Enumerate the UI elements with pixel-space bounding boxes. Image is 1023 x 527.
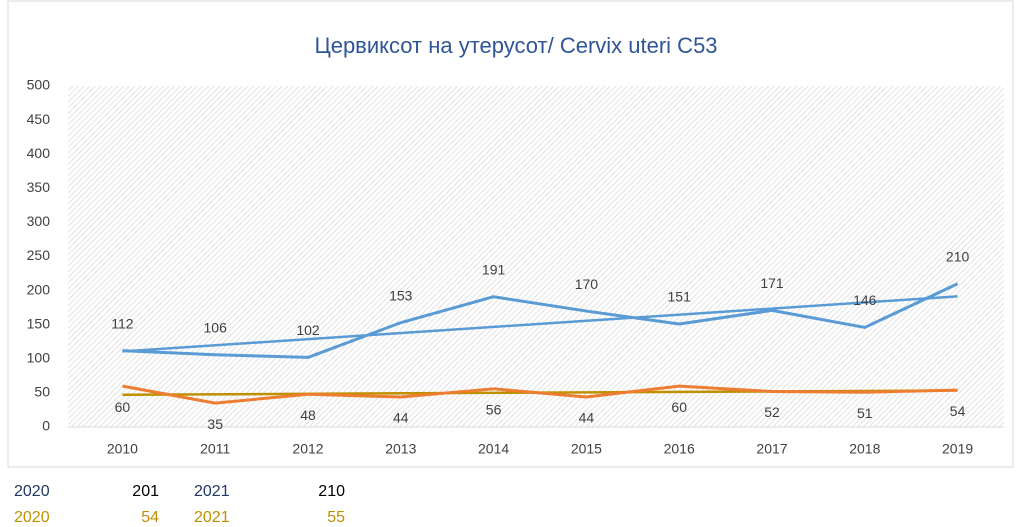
y-tick-label: 0 xyxy=(42,418,50,434)
data-label: 210 xyxy=(946,248,970,264)
data-line xyxy=(122,384,958,405)
data-label: 51 xyxy=(857,405,873,421)
table-cell: 2021 xyxy=(194,483,230,500)
chart-title: Цервиксот на утерусот/ Cervix uteri C53 xyxy=(314,33,717,58)
y-tick-label: 250 xyxy=(27,247,51,263)
x-tick-label: 2017 xyxy=(756,441,787,457)
data-label: 102 xyxy=(296,322,320,338)
data-label: 171 xyxy=(760,275,784,291)
data-label: 112 xyxy=(111,315,134,331)
y-tick-label: 100 xyxy=(27,350,51,366)
x-tick-label: 2018 xyxy=(849,441,880,457)
x-tick-label: 2015 xyxy=(571,441,602,457)
plot-area xyxy=(68,86,1004,427)
y-tick-label: 200 xyxy=(27,281,51,297)
data-label: 52 xyxy=(764,404,780,420)
data-label: 56 xyxy=(486,402,502,418)
data-line xyxy=(122,282,959,359)
table-cell: 201 xyxy=(132,483,159,500)
data-label: 146 xyxy=(853,292,877,308)
x-tick-label: 2013 xyxy=(385,441,416,457)
x-tick-label: 2010 xyxy=(107,441,138,457)
y-tick-label: 150 xyxy=(27,315,51,331)
data-label: 153 xyxy=(389,287,413,303)
y-tick-label: 400 xyxy=(27,145,51,161)
table-cell: 2020 xyxy=(14,483,50,500)
table-cell: 2020 xyxy=(14,509,50,526)
x-tick-label: 2019 xyxy=(942,441,973,457)
x-tick-label: 2016 xyxy=(664,441,695,457)
y-tick-label: 350 xyxy=(27,179,51,195)
table-cell: 54 xyxy=(141,509,159,526)
table-cell: 55 xyxy=(327,509,345,526)
data-label: 48 xyxy=(300,407,316,423)
trendline xyxy=(122,295,958,353)
data-label: 170 xyxy=(575,276,599,292)
data-label: 106 xyxy=(204,319,228,335)
data-label: 44 xyxy=(393,410,409,426)
y-tick-label: 450 xyxy=(27,111,51,127)
data-label: 54 xyxy=(950,403,966,419)
data-label: 44 xyxy=(579,410,595,426)
x-tick-label: 2011 xyxy=(200,441,230,457)
data-label: 151 xyxy=(668,289,692,305)
y-tick-label: 300 xyxy=(27,213,51,229)
x-tick-label: 2014 xyxy=(478,441,509,457)
y-tick-label: 50 xyxy=(34,384,50,400)
data-label: 60 xyxy=(671,399,687,415)
table-cell: 2021 xyxy=(194,509,230,526)
y-tick-label: 500 xyxy=(27,77,51,93)
data-label: 60 xyxy=(115,399,131,415)
x-tick-label: 2012 xyxy=(292,441,323,457)
table-cell: 210 xyxy=(318,483,345,500)
data-label: 191 xyxy=(482,261,506,277)
data-label: 35 xyxy=(207,416,223,432)
